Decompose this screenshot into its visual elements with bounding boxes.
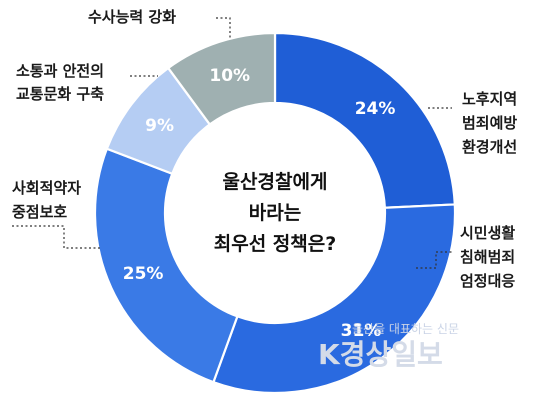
slice-category-label: 시민생활 침해범죄 엄정대응 xyxy=(460,224,515,290)
slice-percent-label: 9% xyxy=(145,116,174,136)
slice-category-label: 노후지역 범죄예방 환경개선 xyxy=(462,90,517,156)
slice-category-label: 사회적약자 중점보호 xyxy=(12,179,81,221)
donut-slice xyxy=(167,31,277,126)
watermark-tagline: 울산을 대표하는 신문 xyxy=(352,322,459,336)
donut-slice xyxy=(273,31,456,209)
percent-labels: 24% 31% 25% 9% 10% xyxy=(123,66,396,341)
leader-line xyxy=(416,251,452,269)
slice-category-label: 수사능력 강화 xyxy=(88,8,176,26)
donut-slices xyxy=(93,31,457,395)
slice-percent-label: 24% xyxy=(355,99,396,119)
watermark-logo: K경상일보 xyxy=(318,338,443,371)
leader-lines xyxy=(12,17,452,269)
slice-category-label: 소통과 안전의 교통문화 구축 xyxy=(16,62,104,103)
donut-slice xyxy=(93,147,239,384)
leader-line xyxy=(12,225,100,249)
center-title: 울산경찰에게 바라는 최우선 정책은? xyxy=(214,171,337,255)
leader-line xyxy=(216,17,231,40)
center-title-text: 울산경찰에게 바라는 최우선 정책은? xyxy=(214,171,337,255)
slice-percent-label: 31% xyxy=(341,321,382,341)
donut-slice xyxy=(212,203,457,395)
slice-percent-label: 10% xyxy=(209,66,250,86)
watermark: 울산을 대표하는 신문 K경상일보 xyxy=(318,322,459,371)
slice-percent-label: 25% xyxy=(123,264,164,284)
